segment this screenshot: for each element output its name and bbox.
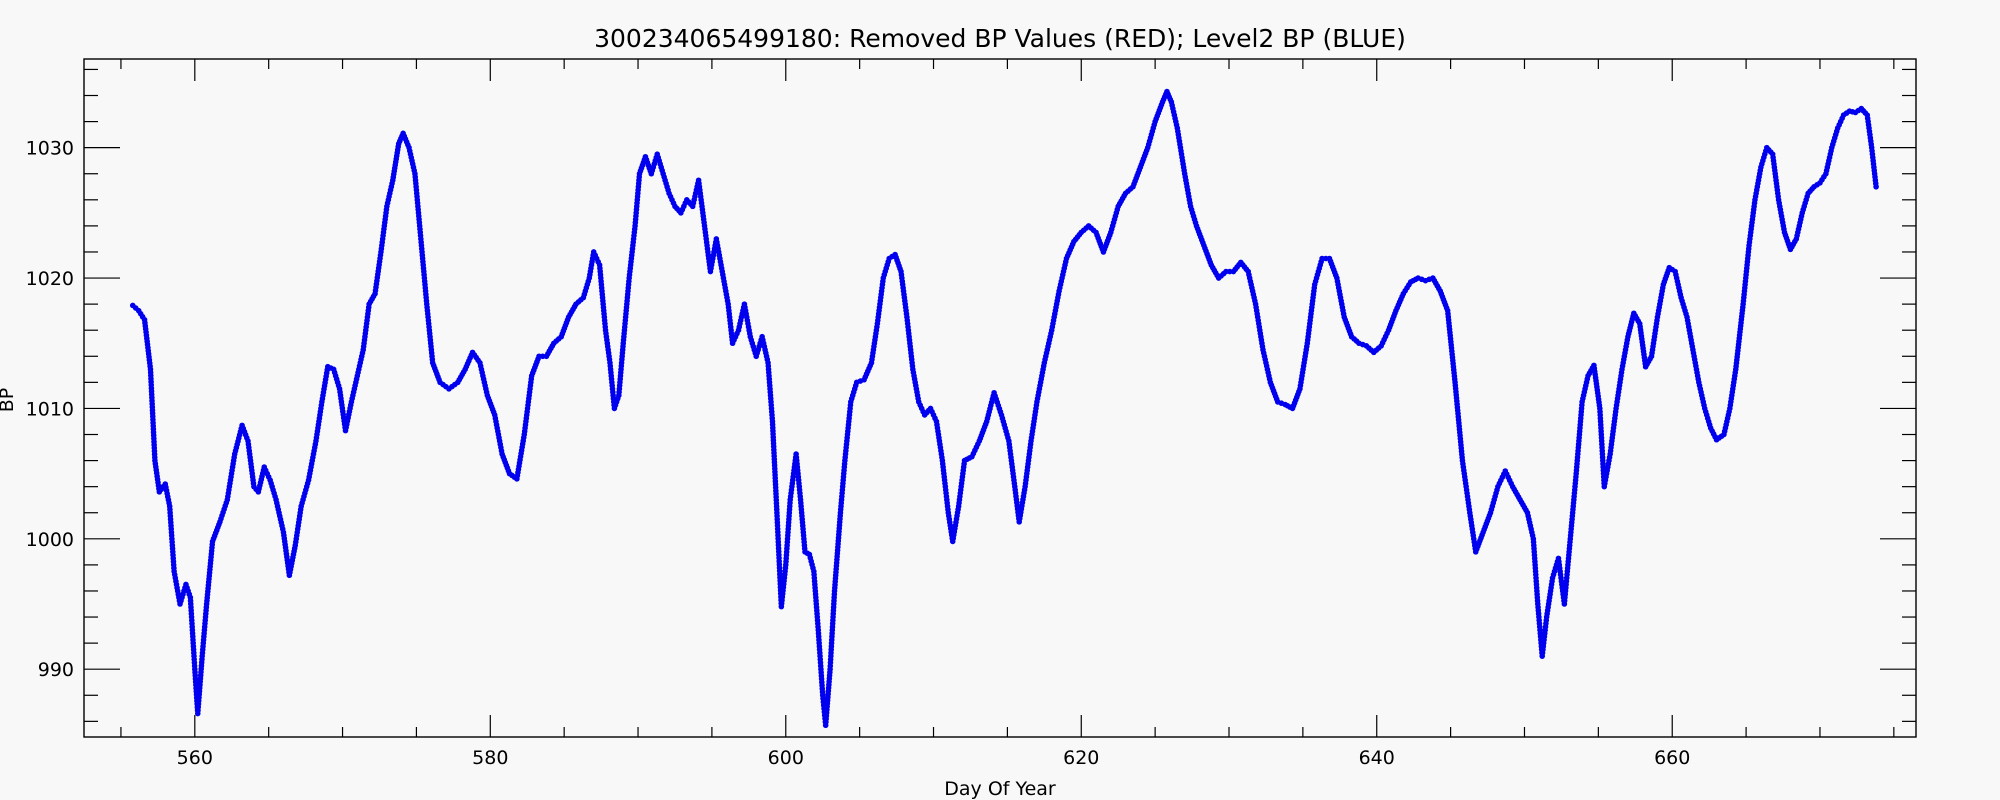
y-tick-label: 990	[38, 659, 74, 681]
x-tick-label: 600	[768, 747, 804, 769]
x-tick-group: 560 580 600 620 640 660	[177, 59, 1690, 769]
data-point	[1873, 183, 1879, 190]
y-minor-ticks	[84, 68, 1916, 722]
data-points	[129, 88, 1879, 729]
y-tick-label: 1030	[26, 138, 74, 160]
x-tick-label: 620	[1063, 747, 1099, 769]
x-tick-label: 640	[1359, 747, 1395, 769]
plot-frame	[83, 58, 1917, 738]
chart-title: 300234065499180: Removed BP Values (RED)…	[594, 24, 1406, 53]
x-tick-label: 660	[1654, 747, 1690, 769]
y-tick-group: 990 1000 1010 1020 1030	[26, 138, 1916, 681]
x-tick-label: 580	[472, 747, 508, 769]
x-tick-label: 560	[177, 747, 213, 769]
y-axis-label: BP	[0, 388, 18, 413]
y-tick-label: 1010	[26, 398, 74, 420]
y-tick-label: 1000	[26, 529, 74, 551]
y-tick-label: 1020	[26, 268, 74, 290]
x-axis-label: Day Of Year	[944, 778, 1056, 800]
x-minor-ticks	[120, 59, 1895, 737]
